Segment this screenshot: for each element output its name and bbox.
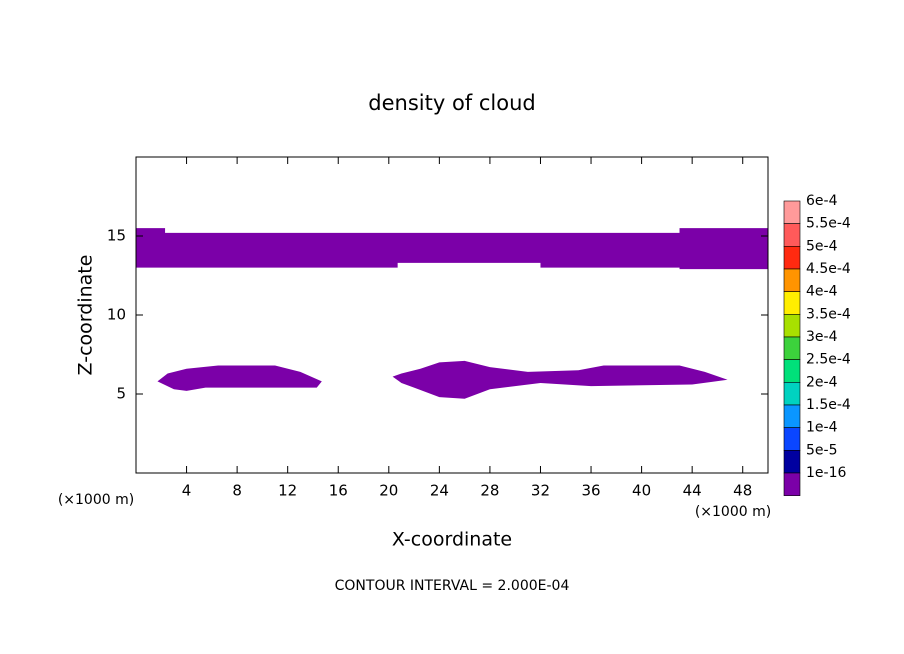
y-tick-label: 10 <box>107 306 126 324</box>
x-tick-label: 20 <box>379 482 398 500</box>
x-axis-label: X-coordinate <box>392 529 512 551</box>
x-unit-label: (×1000 m) <box>695 504 771 520</box>
x-tick-label: 4 <box>182 482 192 500</box>
x-tick-label: 16 <box>329 482 348 500</box>
contour-region <box>157 365 322 391</box>
chart-title: density of cloud <box>368 91 535 115</box>
colorbar-label: 1e-16 <box>806 465 846 481</box>
x-tick-label: 28 <box>480 482 499 500</box>
contour-region <box>392 360 728 399</box>
colorbar-label: 5.5e-4 <box>806 216 851 232</box>
colorbar-swatch <box>783 359 801 383</box>
colorbar-swatch <box>783 404 801 428</box>
colorbar-label: 2e-4 <box>806 374 838 390</box>
y-axis-label: Z-coordinate <box>75 255 97 376</box>
x-tick-label: 24 <box>430 482 449 500</box>
x-tick-label: 40 <box>632 482 651 500</box>
x-tick-label: 12 <box>278 482 297 500</box>
colorbar-swatch <box>783 223 801 247</box>
colorbar-label: 4e-4 <box>806 284 838 300</box>
colorbar-label: 1.5e-4 <box>806 397 851 413</box>
colorbar-swatch <box>783 291 801 315</box>
colorbar-swatch <box>783 450 801 474</box>
colorbar-label: 5e-4 <box>806 238 838 254</box>
colorbar-swatch <box>783 200 801 224</box>
y-tick-label: 15 <box>107 227 126 245</box>
footer-note: CONTOUR INTERVAL = 2.000E-04 <box>335 578 570 594</box>
x-tick-label: 32 <box>531 482 550 500</box>
x-tick-label: 44 <box>683 482 702 500</box>
y-tick-label: 5 <box>116 385 126 403</box>
x-unit-label: (×1000 m) <box>58 492 134 508</box>
colorbar-swatch <box>783 268 801 292</box>
colorbar-label: 1e-4 <box>806 420 838 436</box>
x-tick-label: 8 <box>232 482 242 500</box>
x-tick-label: 36 <box>581 482 600 500</box>
x-tick-label: 48 <box>733 482 752 500</box>
colorbar-label: 6e-4 <box>806 193 838 209</box>
colorbar-label: 3.5e-4 <box>806 306 851 322</box>
colorbar-swatch <box>783 336 801 360</box>
colorbar-swatch <box>783 382 801 406</box>
colorbar-label: 2.5e-4 <box>806 352 851 368</box>
colorbar-swatch <box>783 472 801 496</box>
colorbar-swatch <box>783 427 801 451</box>
colorbar-label: 5e-5 <box>806 442 837 458</box>
colorbar-label: 4.5e-4 <box>806 261 851 277</box>
colorbar-swatch <box>783 314 801 338</box>
contour-region <box>136 228 768 270</box>
colorbar-label: 3e-4 <box>806 329 838 345</box>
colorbar-swatch <box>783 246 801 270</box>
